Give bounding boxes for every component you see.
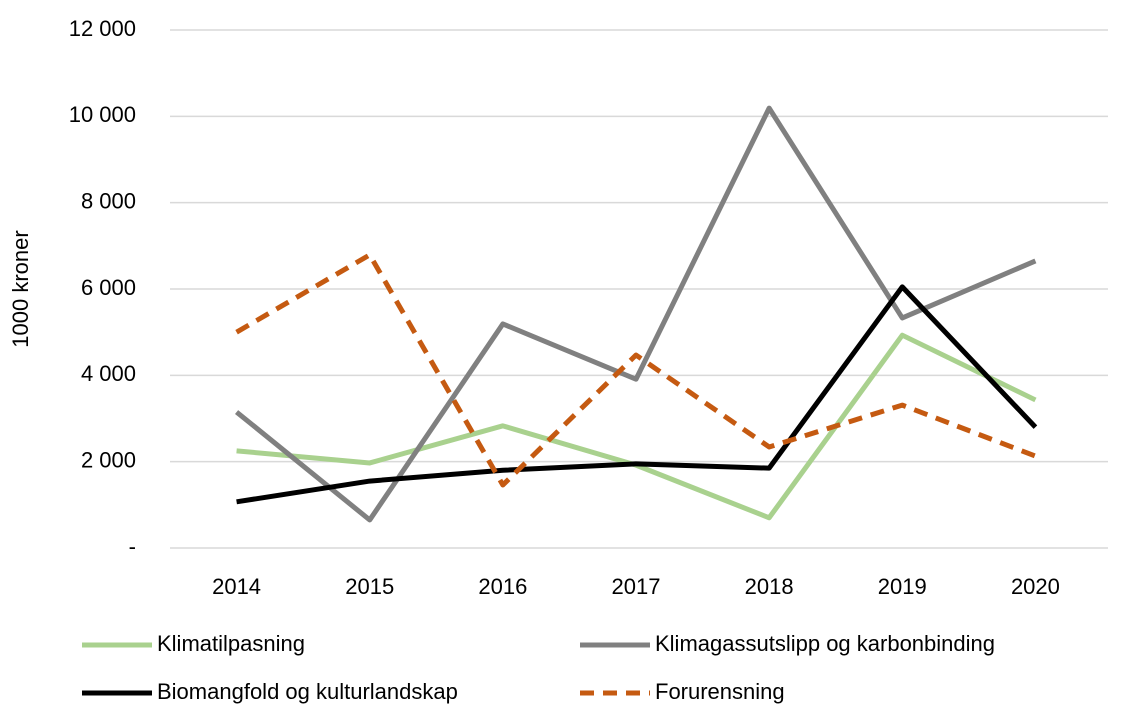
x-tick-label: 2017 xyxy=(612,574,661,599)
series-line xyxy=(234,105,1037,523)
y-tick-label: 8 000 xyxy=(81,188,136,213)
x-tick-label: 2014 xyxy=(212,574,261,599)
x-tick-label: 2018 xyxy=(745,574,794,599)
series-line xyxy=(236,284,1038,505)
x-tick-label: 2019 xyxy=(878,574,927,599)
y-tick-label: 2 000 xyxy=(81,447,136,472)
y-tick-label: 4 000 xyxy=(81,361,136,386)
series-line xyxy=(235,252,1037,488)
legend-label: Klimagassutslipp og karbonbinding xyxy=(655,631,995,656)
x-tick-label: 2020 xyxy=(1011,574,1060,599)
y-tick-label: 10 000 xyxy=(69,102,136,127)
legend-label: Biomangfold og kulturlandskap xyxy=(157,679,458,704)
y-tick-label: 12 000 xyxy=(69,16,136,41)
series-line xyxy=(236,332,1037,521)
y-axis-label: 1000 kroner xyxy=(8,230,33,347)
x-tick-label: 2015 xyxy=(345,574,394,599)
y-tick-label: 6 000 xyxy=(81,275,136,300)
legend-label: Forurensning xyxy=(655,679,785,704)
legend-label: Klimatilpasning xyxy=(157,631,305,656)
y-tick-label: - xyxy=(129,534,136,559)
x-tick-label: 2016 xyxy=(478,574,527,599)
